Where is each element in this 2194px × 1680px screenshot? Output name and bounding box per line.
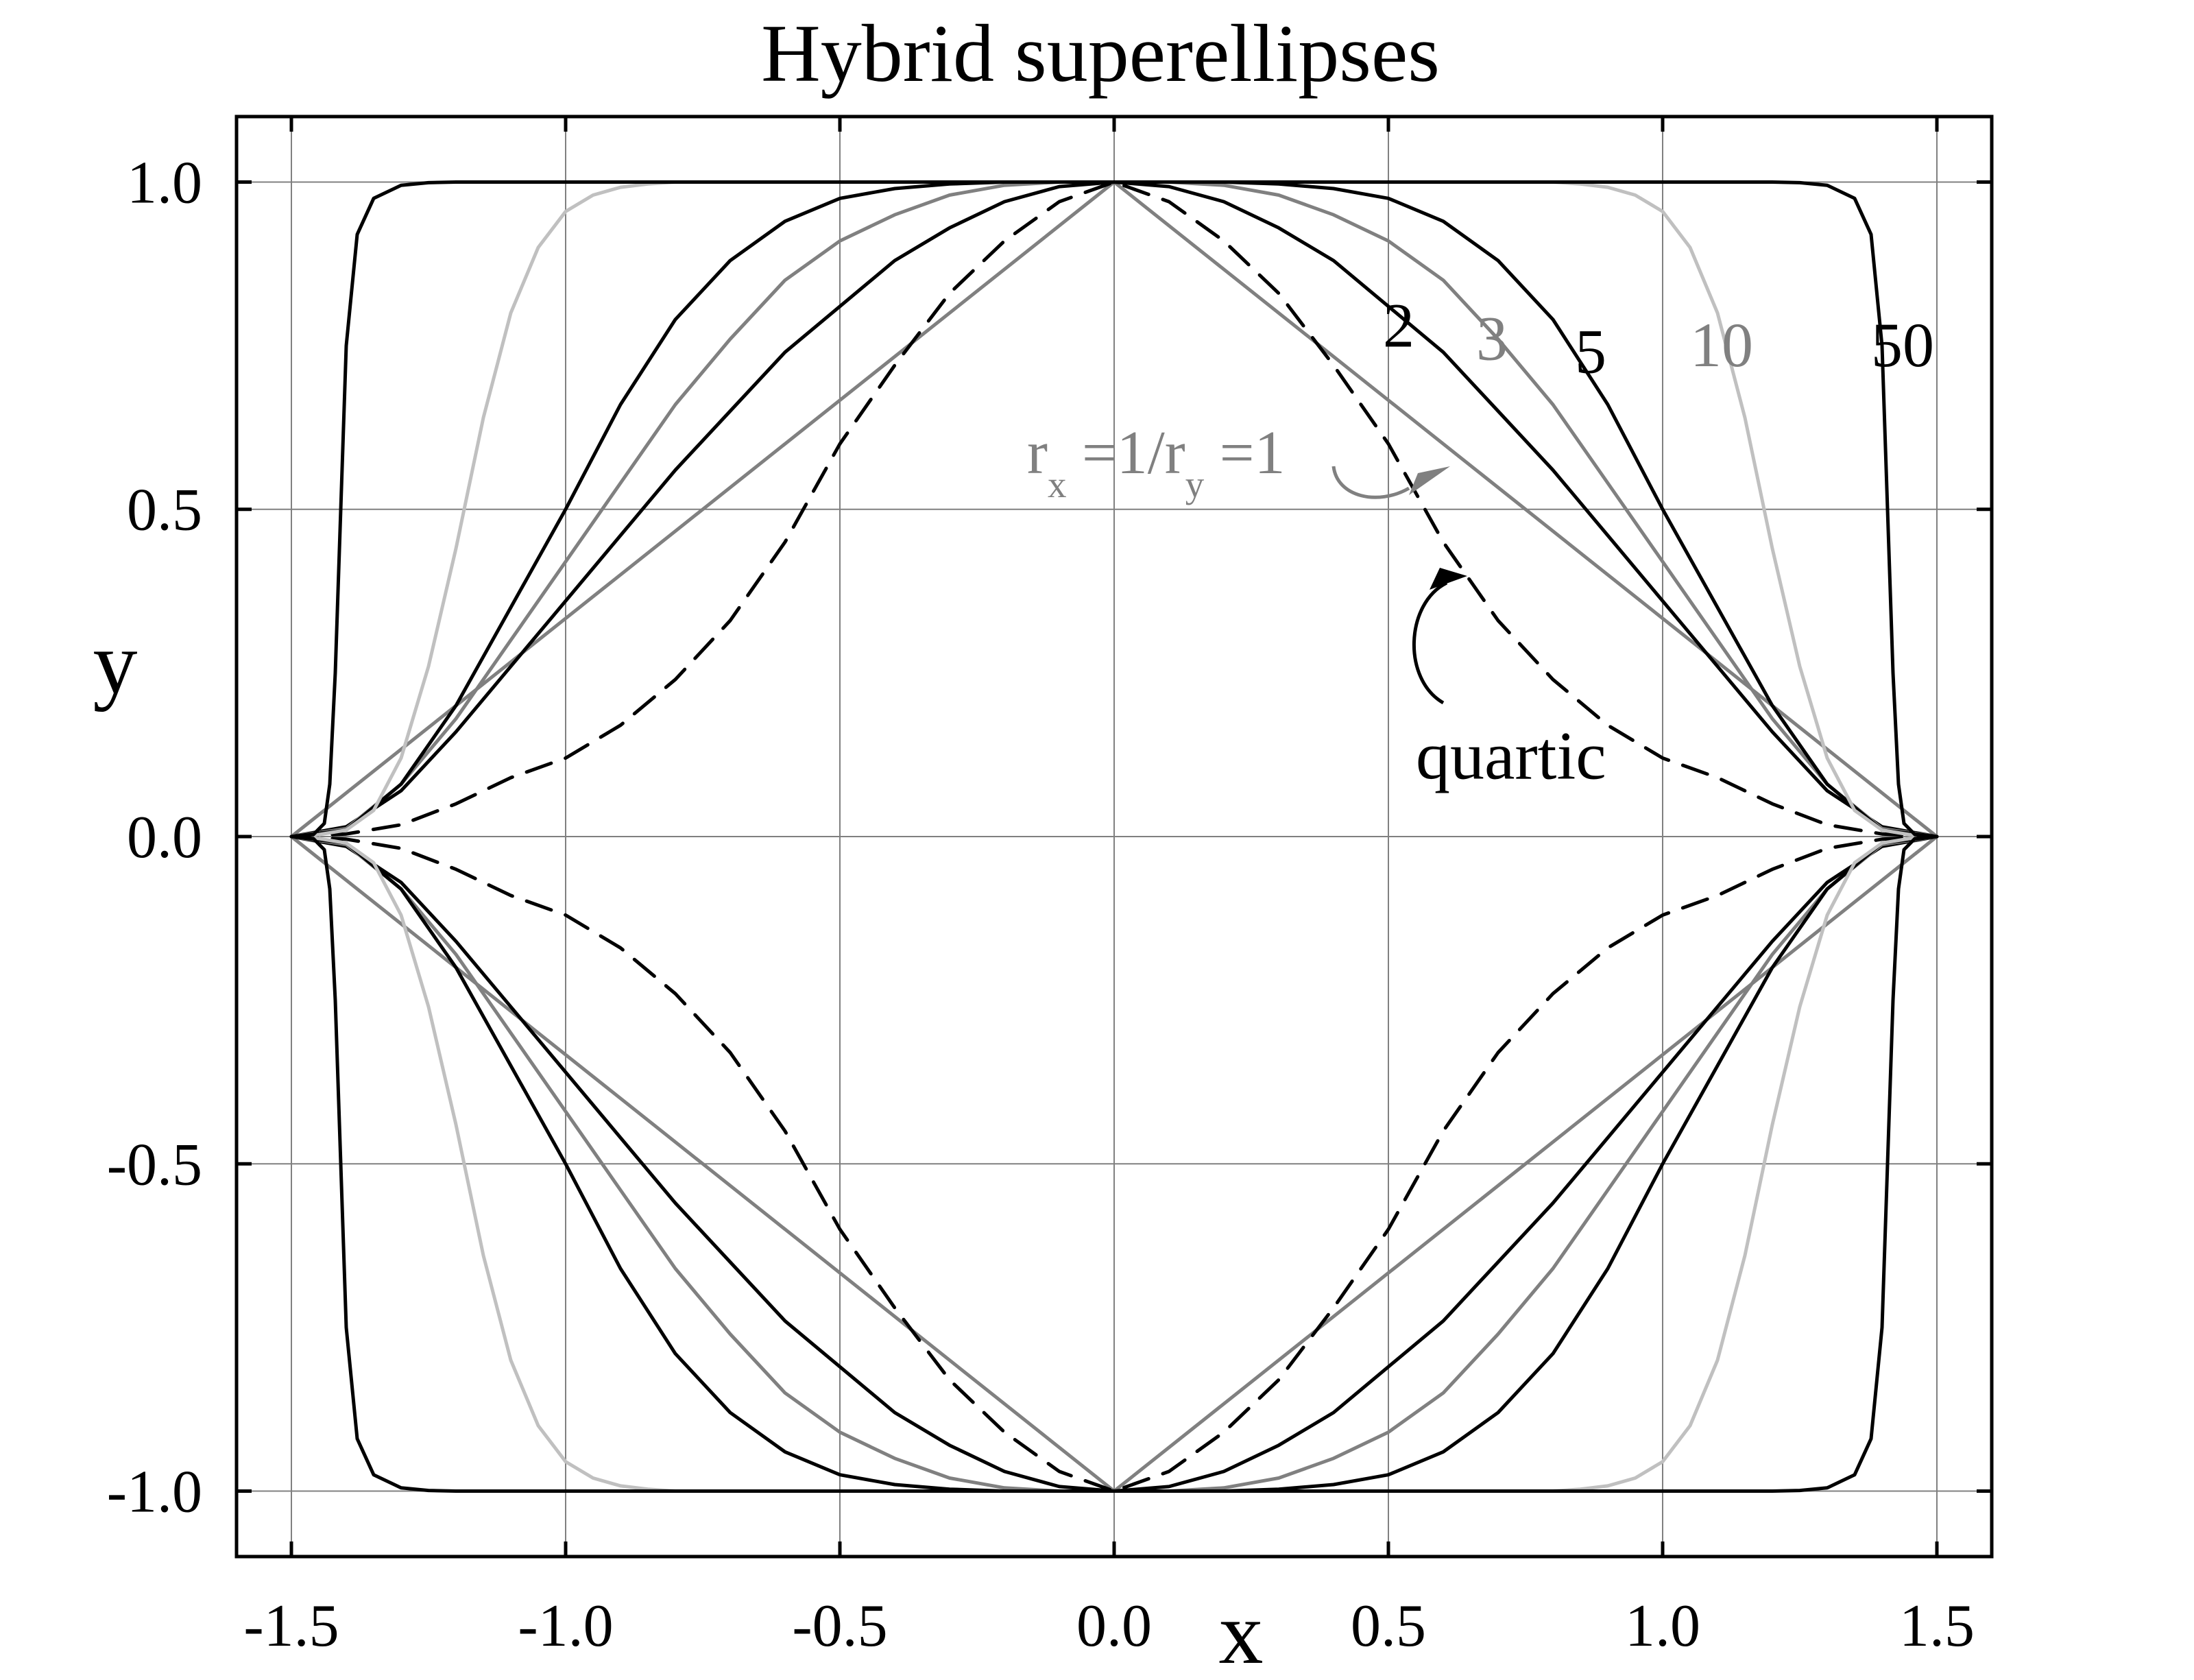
x-tick-label: -1.5 [243,1593,339,1659]
x-axis-label: x [1219,1584,1264,1680]
tick-layer [237,117,1992,1557]
label-rx-ry-sub-x: x [1048,464,1067,505]
y-tick-label: 0.0 [127,804,202,871]
y-tick-label: 1.0 [127,149,202,216]
label-rx-ry-sub-y: y [1185,464,1205,505]
series-line-6-lower [289,835,1939,1493]
chart-title: Hybrid superellipses [761,8,1440,99]
series-line-1-upper [289,180,1939,839]
label-rx-ry: rx =1/ry =1 [1027,419,1285,505]
y-tick-label: -1.0 [107,1459,202,1526]
x-tick-label: 1.0 [1625,1593,1700,1659]
y-tick-label: 0.5 [127,477,202,544]
label-layer: -1.5 -1.0 -0.5 0.0 0.5 1.0 1.5 -1.0 -0.5 0.0 0.5 1.… [107,149,1975,1659]
x-tick-label: -1.0 [518,1593,613,1659]
curve-label-4: 50 [1871,310,1934,380]
label-rx-ry-end: =1 [1204,419,1285,487]
curve-label-1: 3 [1476,304,1508,374]
series-line-1-lower [289,835,1939,1493]
x-tick-label: -0.5 [792,1593,887,1659]
arrow-rx-ry-head [1409,466,1450,495]
arrow-rx-ry [1331,466,1410,499]
series-layer [289,180,1939,1493]
label-rx-ry-mid: =1/r [1066,419,1185,487]
curve-label-3: 10 [1690,310,1753,380]
curve-label-2: 5 [1575,317,1606,387]
y-axis-label: y [93,614,138,712]
curve-label-5: quartic [1416,717,1606,793]
x-tick-label: 1.5 [1899,1593,1975,1659]
x-tick-label: 0.5 [1351,1593,1426,1659]
series-line-6-upper [289,180,1939,839]
x-tick-label: 0.0 [1076,1593,1152,1659]
y-tick-label: -0.5 [107,1131,202,1198]
label-rx-ry-r: r [1027,419,1048,487]
arrow-quartic [1412,581,1448,705]
curve-label-0: 2 [1383,290,1414,360]
arrow-quartic-head [1430,568,1467,590]
